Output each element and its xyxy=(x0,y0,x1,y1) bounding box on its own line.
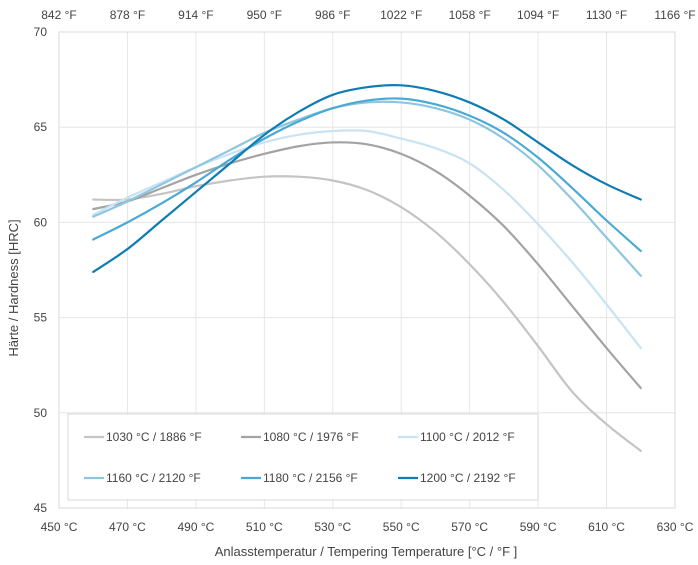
y-tick-label: 55 xyxy=(34,311,48,325)
y-tick-labels: 45 50 55 60 65 70 xyxy=(34,25,48,515)
y-tick-label: 70 xyxy=(34,25,48,39)
series-line-6 xyxy=(92,84,642,273)
x-axis-title: Anlasstemperatur / Tempering Temperature… xyxy=(215,544,518,559)
y-tick-label: 45 xyxy=(34,501,48,515)
y-axis-title: Härte / Hardness [HRC] xyxy=(6,219,21,356)
x-top-tick-label: 1022 °F xyxy=(380,8,422,22)
series-line-2 xyxy=(92,141,642,390)
x-tick-label: 630 °C xyxy=(657,520,694,534)
x-top-tick-label: 1058 °F xyxy=(449,8,491,22)
x-tick-label: 510 °C xyxy=(246,520,283,534)
x-top-tick-label: 986 °F xyxy=(315,8,350,22)
x-top-tick-labels: 842 °F 878 °F 914 °F 950 °F 986 °F 1022 °F 105… xyxy=(41,8,695,22)
x-tick-label: 470 °C xyxy=(109,520,146,534)
y-tick-label: 65 xyxy=(34,120,48,134)
x-top-tick-label: 914 °F xyxy=(178,8,213,22)
x-top-tick-label: 1094 °F xyxy=(517,8,559,22)
x-tick-label: 450 °C xyxy=(41,520,78,534)
x-tick-label: 550 °C xyxy=(383,520,420,534)
legend-label: 1030 °C / 1886 °F xyxy=(106,430,202,444)
series-line-4 xyxy=(92,100,642,277)
x-top-tick-label: 878 °F xyxy=(110,8,145,22)
x-top-tick-label: 1166 °F xyxy=(654,8,695,22)
legend-box xyxy=(67,413,539,501)
plot-frame xyxy=(58,31,676,509)
x-top-tick-label: 1130 °F xyxy=(586,8,627,22)
x-top-tick-label: 950 °F xyxy=(247,8,282,22)
y-tick-label: 60 xyxy=(34,215,48,229)
series-line-5 xyxy=(92,97,642,253)
legend-label: 1160 °C / 2120 °F xyxy=(106,471,201,485)
legend: 1030 °C / 1886 °F 1080 °C / 1976 °F 1100 °… xyxy=(67,413,539,501)
x-top-tick-label: 842 °F xyxy=(41,8,76,22)
x-tick-labels: 450 °C 470 °C 490 °C 510 °C 530 °C 550 °C 570 … xyxy=(41,520,694,534)
legend-label: 1180 °C / 2156 °F xyxy=(263,471,358,485)
x-tick-label: 490 °C xyxy=(177,520,214,534)
legend-label: 1080 °C / 1976 °F xyxy=(263,430,359,444)
series-layer xyxy=(92,84,642,452)
x-tick-label: 570 °C xyxy=(451,520,488,534)
legend-label: 1100 °C / 2012 °F xyxy=(420,430,515,444)
x-tick-label: 610 °C xyxy=(588,520,625,534)
x-tick-label: 530 °C xyxy=(314,520,351,534)
plot-border xyxy=(58,31,676,509)
y-tick-label: 50 xyxy=(34,406,48,420)
x-tick-label: 590 °C xyxy=(520,520,557,534)
legend-label: 1200 °C / 2192 °F xyxy=(420,471,516,485)
